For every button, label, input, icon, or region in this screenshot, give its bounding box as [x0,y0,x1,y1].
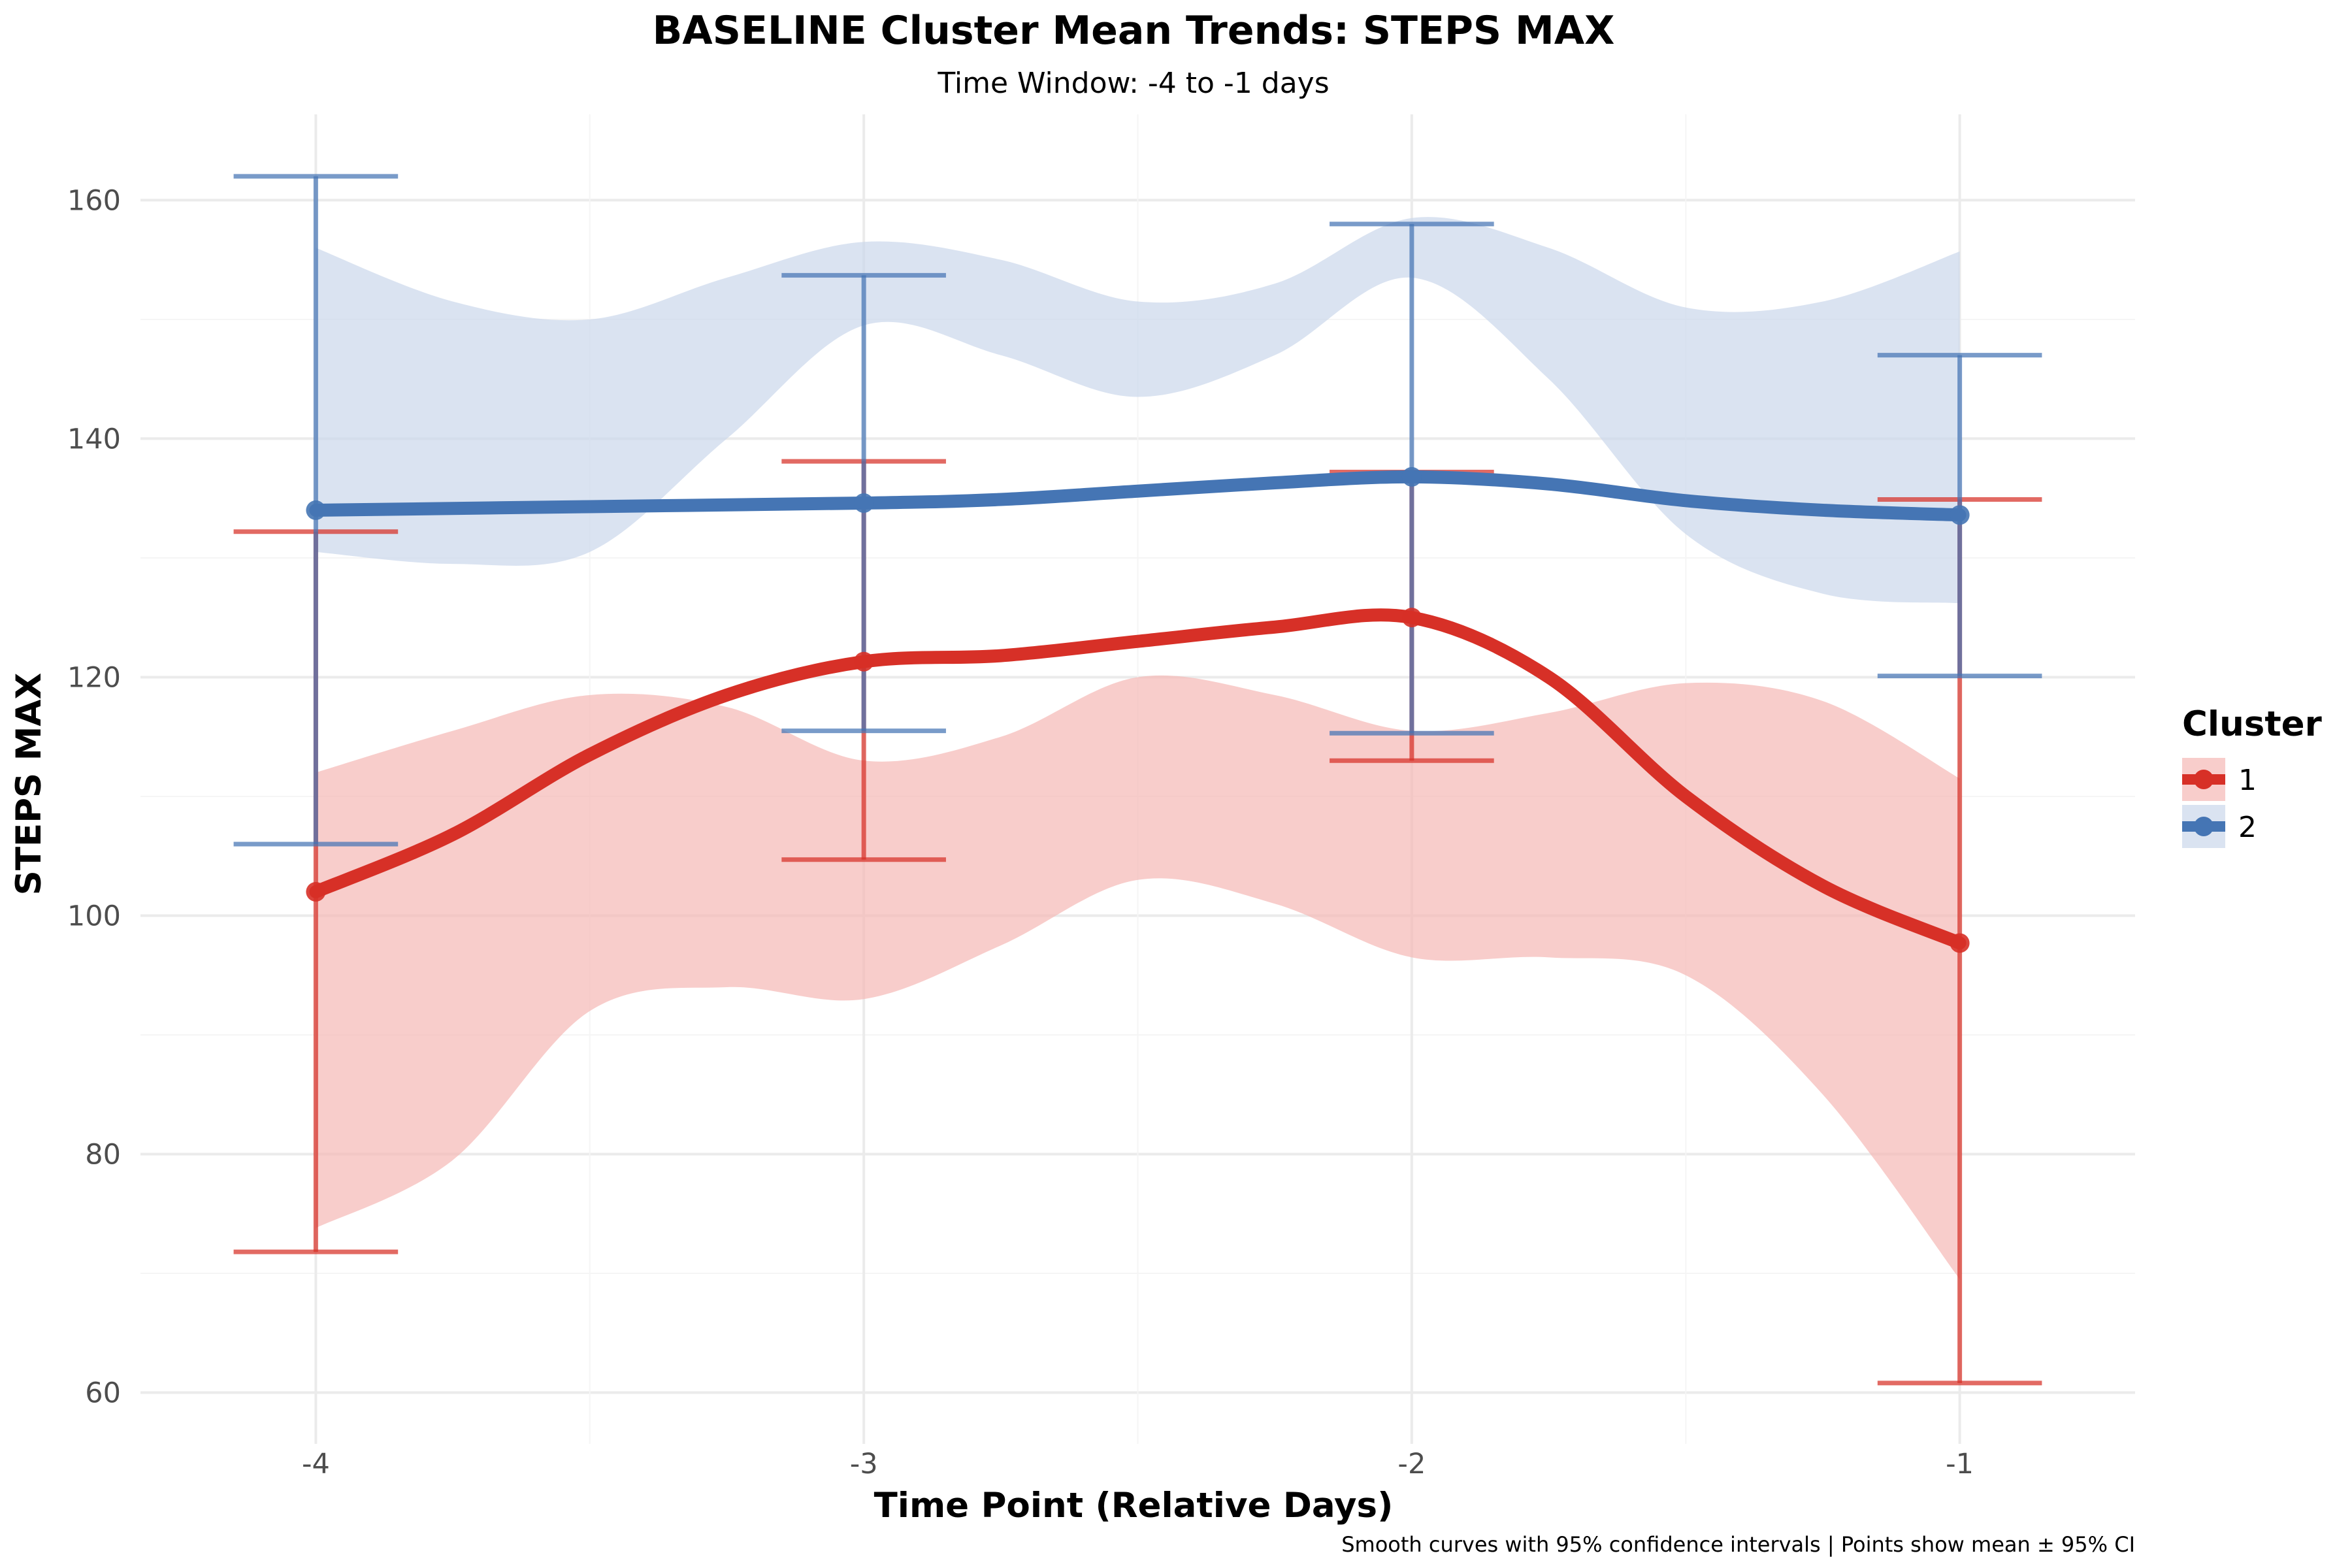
mean-point-series-1 [1950,933,1970,953]
chart-caption: Smooth curves with 95% confidence interv… [1341,1532,2135,1557]
y-axis-title: STEPS MAX [9,673,49,896]
legend-label: 2 [2238,811,2257,844]
mean-point-series-1 [1401,608,1422,628]
legend-key-point [2194,817,2213,836]
legend-title: Cluster [2182,704,2322,744]
chart-title: BASELINE Cluster Mean Trends: STEPS MAX [653,8,1615,54]
y-tick-label: 160 [67,184,121,217]
mean-point-series-2 [1401,466,1422,487]
y-tick-label: 100 [67,900,121,932]
chart-subtitle: Time Window: -4 to -1 days [937,67,1329,100]
mean-point-series-2 [1950,505,1970,525]
y-tick-label: 140 [67,423,121,455]
legend-label: 1 [2238,764,2257,797]
legend-key-point [2194,770,2213,789]
mean-point-series-1 [854,651,874,672]
x-tick-label: -2 [1397,1448,1426,1480]
mean-point-series-1 [306,881,326,902]
x-axis-ticks: -4 -3 -2 -1 [302,1448,1974,1480]
x-tick-label: -4 [302,1448,330,1480]
smooth-lines [309,470,1967,950]
smooth-line-series-1 [309,608,1967,950]
y-tick-label: 80 [85,1138,121,1171]
legend-item-series-2: 2 [2182,805,2257,848]
x-tick-label: -3 [850,1448,878,1480]
confidence-bands [316,217,1960,1280]
legend: Cluster 1 2 [2182,704,2322,848]
x-axis-title: Time Point (Relative Days) [874,1486,1394,1526]
smooth-line-series-2 [309,470,1967,522]
mean-point-series-2 [854,493,874,513]
ci-band-series-1 [316,675,1960,1280]
y-tick-label: 60 [85,1377,121,1410]
ci-band-series-2 [316,217,1960,604]
x-tick-label: -1 [1946,1448,1974,1480]
y-axis-ticks: 60 80 100 120 140 160 [67,184,121,1409]
mean-points [306,466,1970,953]
mean-point-series-2 [306,500,326,520]
legend-item-series-1: 1 [2182,758,2257,801]
y-tick-label: 120 [67,661,121,694]
